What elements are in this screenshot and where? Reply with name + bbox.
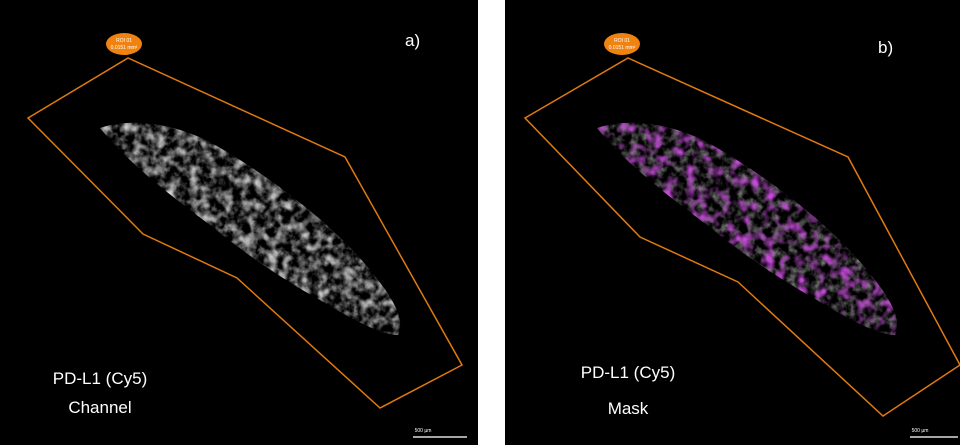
roi-area: 0.0151 mm²: [111, 45, 138, 51]
roi-area: 0.0151 mm²: [609, 45, 636, 51]
caption-line: Channel: [68, 398, 131, 417]
caption-line: PD-L1 (Cy5): [581, 363, 675, 382]
roi-name: ROI 01: [614, 38, 630, 44]
roi-badge: [604, 33, 640, 55]
roi-name: ROI 01: [116, 38, 132, 44]
panel-label: b): [878, 38, 893, 57]
scale-label: 500 µm: [912, 428, 929, 434]
panel-a: ROI 01 0.0151 mm² a) PD-L1 (Cy5) Channel…: [0, 0, 478, 445]
caption-line: Mask: [608, 399, 649, 418]
caption-line: PD-L1 (Cy5): [53, 369, 147, 388]
figure: ROI 01 0.0151 mm² a) PD-L1 (Cy5) Channel…: [0, 0, 960, 445]
roi-badge: [106, 33, 142, 55]
panel-b: ROI 01 0.0151 mm² b) PD-L1 (Cy5) Mask 50…: [505, 0, 960, 445]
panel-label: a): [405, 31, 420, 50]
scale-label: 500 µm: [415, 428, 432, 434]
